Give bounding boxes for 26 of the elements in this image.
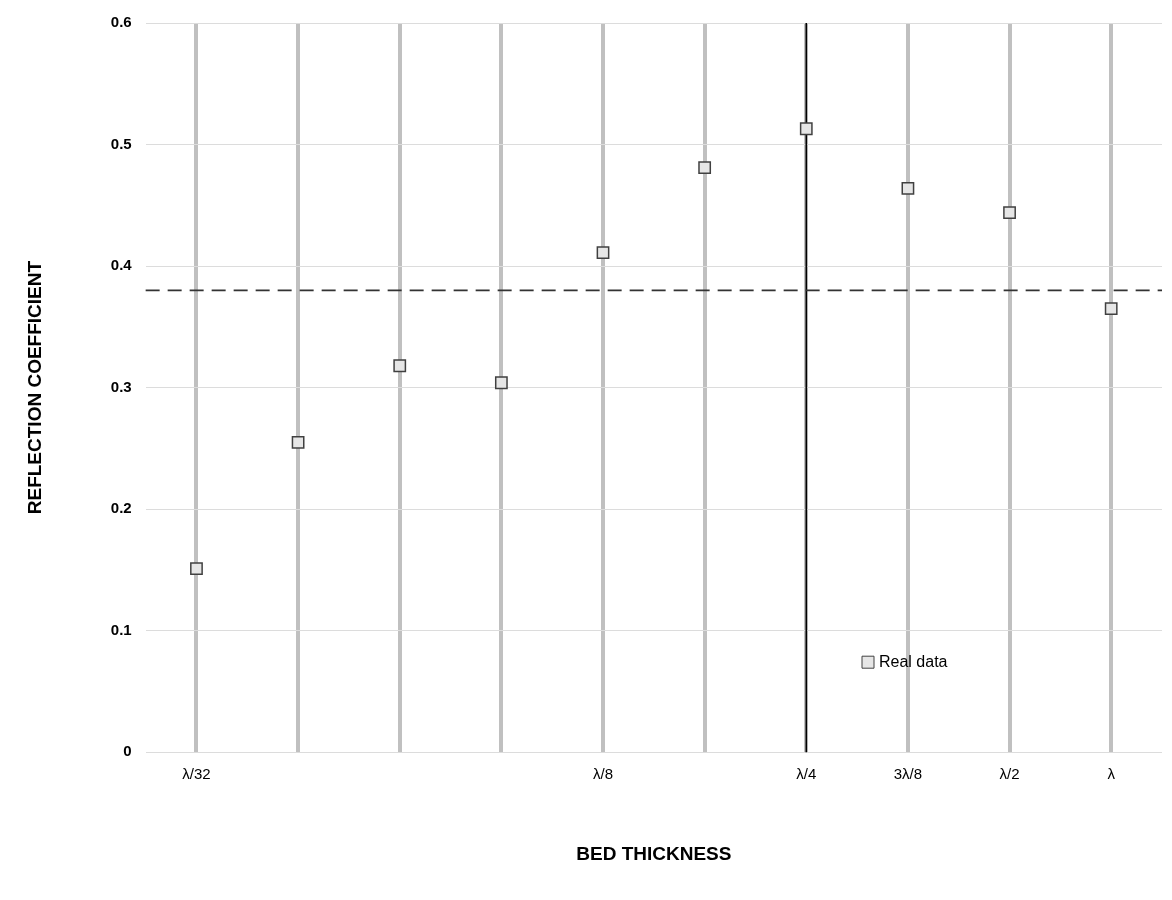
y-tick-label: 0.2 [110,499,132,517]
x-tick-label: λ [1107,765,1116,783]
y-tick-label: 0.1 [110,620,132,638]
point [190,562,203,576]
y-tick-label: 0.4 [110,256,133,274]
y-tick-label: 0.5 [110,134,132,152]
x-tick-label: λ/32 [182,765,211,783]
x-tick-label: λ/4 [796,765,817,783]
point [494,376,508,390]
point [1104,302,1118,316]
y-tick-label: 0 [123,742,132,760]
y-axis-title: REFLECTION COEFFICIENT [23,260,45,515]
x-tick-label: λ/2 [999,765,1020,783]
point [1003,206,1016,219]
y-tick-label: 0.3 [110,377,132,395]
point [393,359,407,373]
point [901,181,915,195]
x-tick-label: λ/8 [593,765,614,783]
x-tick-label: 3λ/8 [893,765,923,783]
point [596,246,610,260]
point [291,435,305,449]
point [698,161,712,175]
point [799,122,813,136]
legend-label: Real data [879,652,948,670]
x-axis-title: BED THICKNESS [576,842,732,864]
y-tick-label: 0.6 [110,13,132,31]
